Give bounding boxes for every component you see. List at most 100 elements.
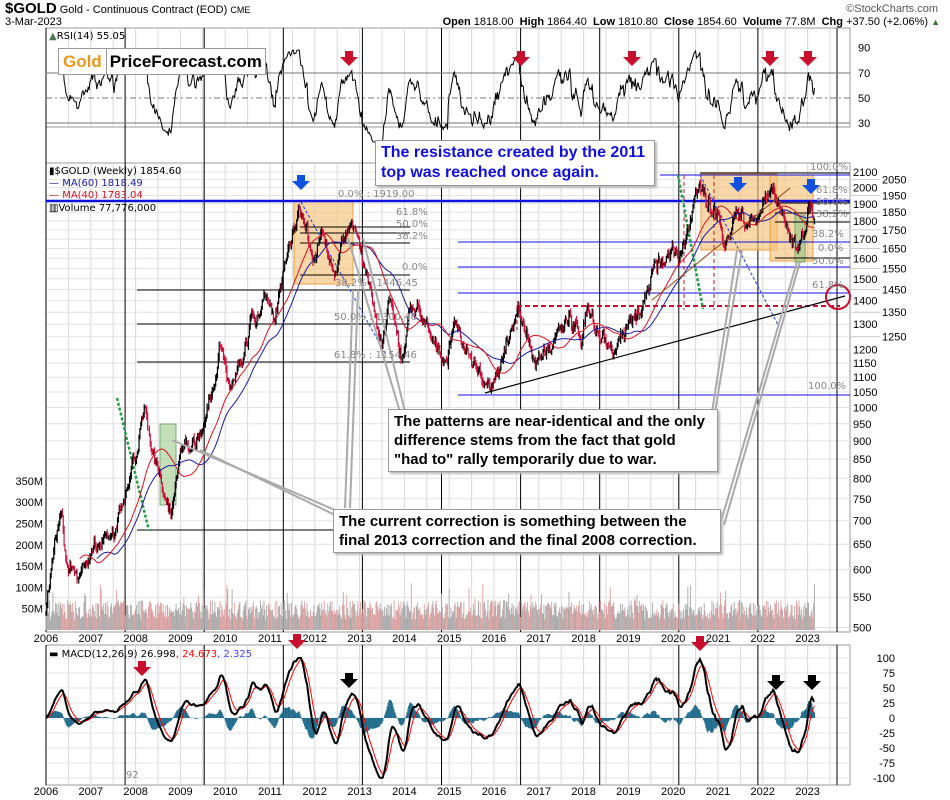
red-arrow-icon bbox=[288, 634, 306, 649]
volume-tick-label: 150M bbox=[15, 561, 43, 573]
blue-arrow-icon bbox=[729, 177, 747, 192]
macd-panel bbox=[45, 644, 851, 786]
fib-label: 38.2% bbox=[816, 209, 848, 220]
green-dotted-trendlines bbox=[115, 174, 705, 532]
x-tick-label: 2018 bbox=[571, 633, 595, 645]
red-arrow-icon bbox=[340, 51, 358, 66]
quote-bar: Open 1818.00 High 1864.40 Low 1810.80 Cl… bbox=[443, 16, 940, 29]
x-tick-label: 2006 bbox=[34, 786, 58, 798]
copyright[interactable]: ©StockCharts.com bbox=[846, 3, 938, 15]
price-tick-label: 1850 bbox=[882, 207, 906, 219]
callout-pointers bbox=[171, 237, 801, 526]
x-tick-label: 2012 bbox=[303, 786, 327, 798]
macd-tick-label: -100 bbox=[873, 773, 895, 785]
price-tick-label: 1550 bbox=[882, 263, 906, 275]
x-tick-label: 2021 bbox=[706, 633, 730, 645]
ma40-legend: — MA(40) 1783.04 bbox=[49, 190, 143, 201]
bottom-marker: 92 bbox=[126, 770, 139, 781]
volume-tick-label: 200M bbox=[15, 540, 43, 552]
price-tick-label: 1050 bbox=[853, 387, 877, 399]
macd-tick-label: 25 bbox=[883, 698, 895, 710]
volume-tick-label: 50M bbox=[22, 604, 43, 616]
price-tick-label: 600 bbox=[853, 565, 871, 577]
volume-bars bbox=[45, 583, 815, 630]
x-tick-label: 2006 bbox=[34, 633, 58, 645]
logo-gold: Gold bbox=[59, 49, 107, 74]
x-tick-label: 2010 bbox=[213, 786, 237, 798]
fib-label: 100.0% bbox=[810, 162, 849, 173]
price-tick-label: 1950 bbox=[882, 191, 906, 203]
up-triangle-icon: ▲ bbox=[931, 17, 940, 27]
price-tick-label: 1250 bbox=[882, 332, 906, 344]
price-tick-label: 650 bbox=[853, 539, 871, 551]
price-tick-label: 750 bbox=[853, 494, 871, 506]
red-arrow-icon bbox=[691, 636, 709, 651]
price-tick-label: 1900 bbox=[853, 199, 877, 211]
x-tick-label: 2022 bbox=[751, 633, 775, 645]
black-arrow-icon bbox=[767, 675, 785, 690]
price-tick-label: 550 bbox=[853, 592, 871, 604]
volume-value: 77.8M bbox=[784, 16, 816, 28]
x-tick-label: 2009 bbox=[168, 786, 192, 798]
x-tick-label: 2015 bbox=[437, 786, 461, 798]
price-tick-label: 700 bbox=[853, 516, 871, 528]
red-arrow-icon bbox=[623, 51, 641, 66]
volume-label: Volume bbox=[742, 16, 782, 28]
low-value: 1810.80 bbox=[618, 16, 658, 28]
ma40-legend-text: MA(40) 1783.04 bbox=[62, 190, 143, 201]
macd-tick-label: 50 bbox=[883, 683, 895, 695]
macd-value: MACD(12,26,9) 26.998 bbox=[61, 649, 176, 660]
price-tick-label: 1600 bbox=[853, 253, 877, 265]
x-tick-label: 2011 bbox=[258, 633, 282, 645]
rsi-legend: ▲RSI(14) 55.05 bbox=[49, 31, 125, 42]
x-tick-label: 2007 bbox=[79, 633, 103, 645]
price-tick-label: 2100 bbox=[853, 167, 877, 179]
fib-label: 38.2% bbox=[812, 229, 844, 240]
x-tick-label: 2020 bbox=[661, 786, 685, 798]
chg-value: +37.50 (+2.06%) bbox=[846, 16, 929, 28]
fib-label: 50.0% bbox=[812, 256, 844, 267]
x-tick-label: 2014 bbox=[392, 786, 416, 798]
macd-line bbox=[45, 656, 815, 780]
macd-signal-value: , 24.673 bbox=[175, 649, 218, 660]
candle-icon: ▮ bbox=[49, 166, 55, 177]
x-tick-label: 2013 bbox=[347, 633, 371, 645]
macd-hist-value: , 2.325 bbox=[217, 649, 253, 660]
price-tick-label: 1700 bbox=[853, 234, 877, 246]
red-arrow-icon bbox=[512, 51, 530, 66]
x-tick-label: 2007 bbox=[79, 786, 103, 798]
x-tick-label: 2020 bbox=[661, 633, 685, 645]
x-tick-label: 2011 bbox=[258, 786, 282, 798]
x-tick-label: 2017 bbox=[527, 633, 551, 645]
price-tick-label: 1200 bbox=[853, 345, 877, 357]
price-tick-label: 1800 bbox=[853, 216, 877, 228]
x-tick-label: 2017 bbox=[527, 786, 551, 798]
fib-label: 38.2% : 1446.45 bbox=[335, 278, 418, 289]
arrows bbox=[133, 51, 821, 690]
x-tick-label: 2008 bbox=[123, 633, 147, 645]
close-label: Close bbox=[664, 16, 694, 28]
volume-tick-label: 100M bbox=[15, 582, 43, 594]
fib-label: 38.2% bbox=[396, 231, 428, 242]
blue-arrow-icon bbox=[802, 179, 820, 194]
open-value: 1818.00 bbox=[473, 16, 514, 28]
price-tick-label: 1350 bbox=[882, 307, 906, 319]
volume-tick-label: 300M bbox=[15, 497, 43, 509]
price-tick-label: 1450 bbox=[882, 285, 906, 297]
ma60-line bbox=[96, 209, 815, 560]
macd-legend: ▬ MACD(12,26,9) 26.998, 24.673, 2.325 bbox=[49, 649, 253, 660]
rsi-icon: ▲ bbox=[49, 31, 57, 42]
black-arrow-icon bbox=[340, 673, 358, 688]
annotation-correction: The current correction is something betw… bbox=[333, 509, 721, 553]
price-tick-label: 2000 bbox=[853, 182, 877, 194]
fib-label: 0.0% bbox=[402, 262, 428, 273]
blue-arrow-icon bbox=[292, 175, 310, 190]
exchange: CME bbox=[230, 5, 251, 15]
ma40-line bbox=[79, 205, 815, 564]
instrument-name: Gold - Continuous Contract (EOD) bbox=[59, 4, 228, 16]
rsi-tick-label: 50 bbox=[858, 93, 870, 105]
target-circle bbox=[825, 284, 851, 310]
price-tick-label: 1650 bbox=[882, 244, 906, 256]
volume-tick-label: 250M bbox=[15, 519, 43, 531]
